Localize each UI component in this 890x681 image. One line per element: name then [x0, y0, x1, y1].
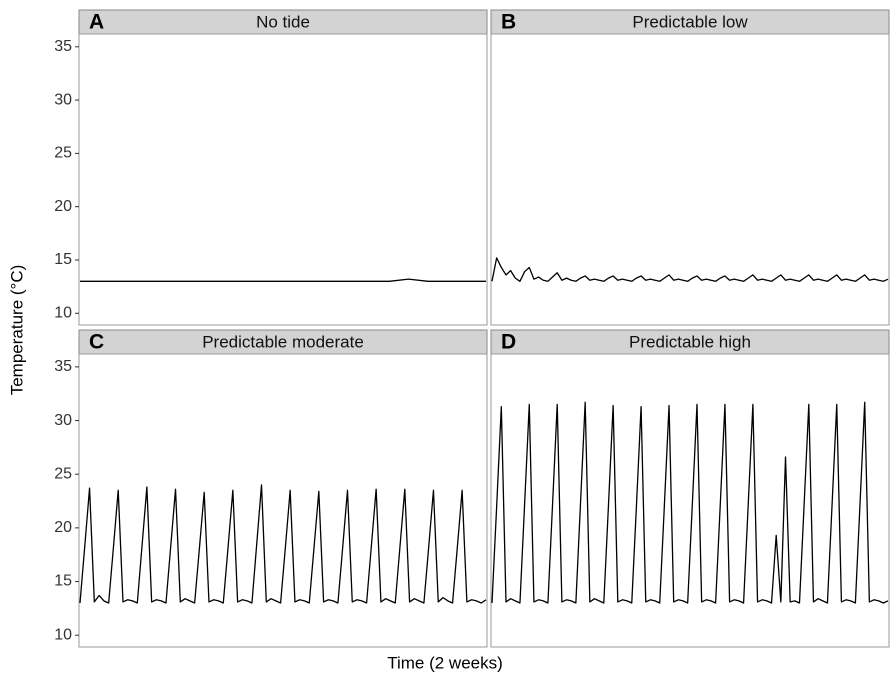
- y-tick-label: 15: [54, 251, 72, 268]
- y-axis-title: Temperature (°C): [7, 265, 26, 396]
- y-tick-label: 25: [54, 465, 72, 482]
- y-tick-label: 20: [54, 519, 72, 536]
- y-tick-label: 25: [54, 145, 72, 162]
- x-axis-title: Time (2 weeks): [387, 653, 503, 672]
- panel-frame: [490, 33, 890, 326]
- y-tick-label: 35: [54, 38, 72, 55]
- panel-letter: D: [501, 331, 516, 354]
- panel-title: Predictable high: [629, 332, 751, 351]
- data-line: [79, 484, 487, 604]
- panel-frame: [490, 353, 890, 648]
- y-tick-label: 10: [54, 304, 72, 321]
- panel-letter: A: [89, 11, 104, 34]
- strip: [78, 329, 488, 355]
- y-tick-label: 30: [54, 91, 72, 108]
- panel-title: Predictable moderate: [202, 332, 364, 351]
- panel-frame: [78, 353, 488, 648]
- data-line: [491, 401, 889, 604]
- panel-frame: [78, 33, 488, 326]
- panel-letter: B: [501, 11, 516, 34]
- y-tick-label: 15: [54, 573, 72, 590]
- panel-letter: C: [89, 331, 104, 354]
- panel-title: No tide: [256, 12, 310, 31]
- data-line: [491, 257, 889, 282]
- strip: [78, 9, 488, 35]
- y-tick-label: 10: [54, 626, 72, 643]
- y-tick-label: 20: [54, 198, 72, 215]
- data-line: [80, 278, 486, 282]
- strip: [490, 9, 890, 35]
- panel-title: Predictable low: [632, 12, 748, 31]
- y-tick-label: 35: [54, 358, 72, 375]
- y-tick-label: 30: [54, 412, 72, 429]
